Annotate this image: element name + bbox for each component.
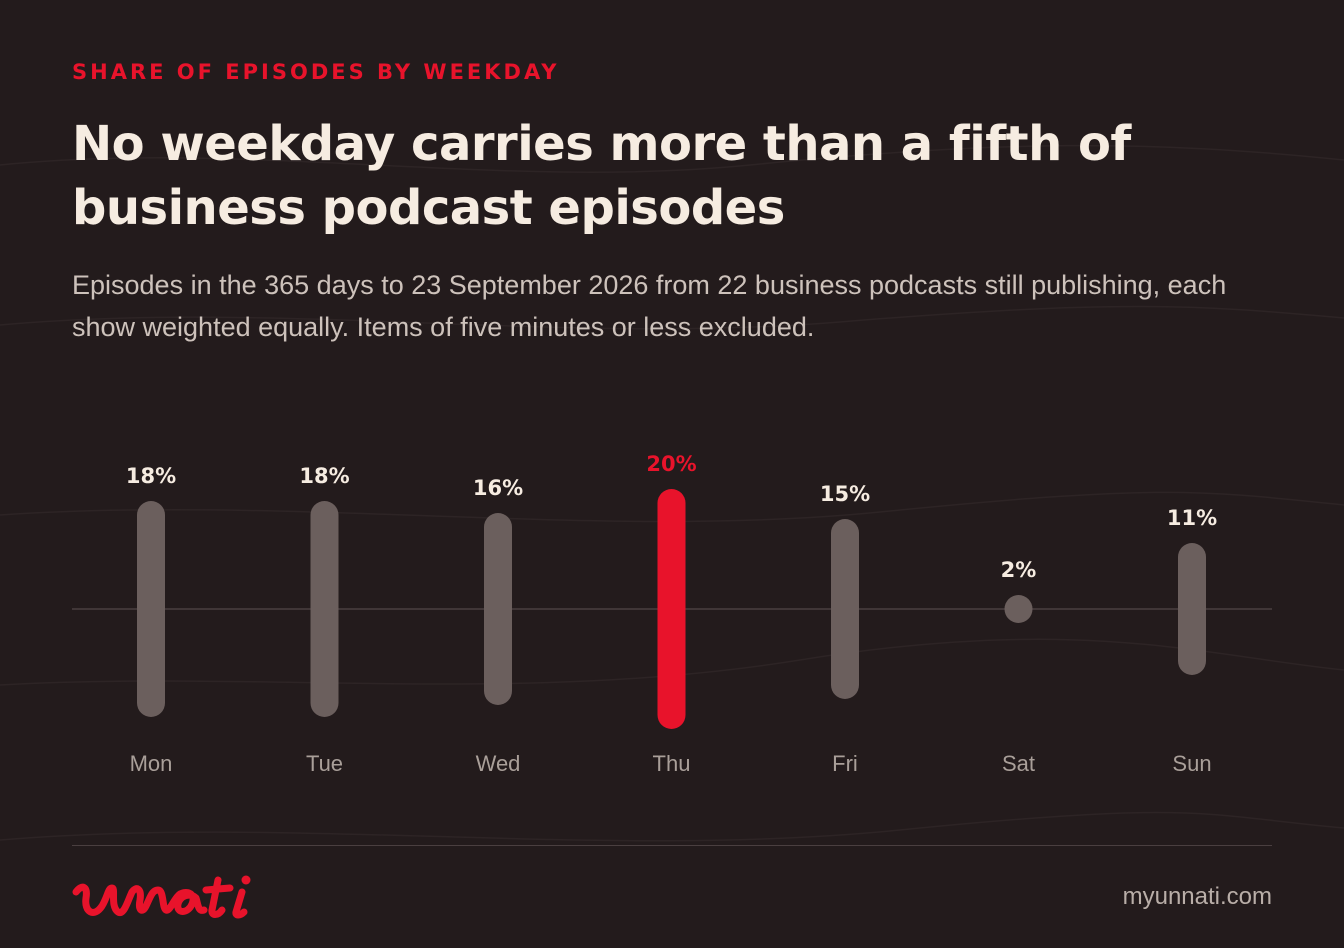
bar-fri bbox=[831, 519, 859, 699]
bar-sun bbox=[1178, 543, 1206, 675]
bar-wed bbox=[484, 513, 512, 705]
category-label-sun: Sun bbox=[1172, 751, 1211, 776]
bar-thu bbox=[657, 489, 686, 729]
value-label-mon: 18% bbox=[126, 464, 176, 488]
bar-tue bbox=[310, 501, 339, 717]
value-label-fri: 15% bbox=[820, 482, 870, 506]
value-label-sun: 11% bbox=[1167, 506, 1217, 530]
bar-mon bbox=[137, 501, 165, 717]
category-label-sat: Sat bbox=[1002, 751, 1035, 776]
category-label-fri: Fri bbox=[832, 751, 858, 776]
value-label-thu: 20% bbox=[646, 452, 696, 476]
site-url[interactable]: myunnati.com bbox=[1122, 883, 1272, 910]
category-label-wed: Wed bbox=[476, 751, 521, 776]
footer-divider bbox=[72, 845, 1272, 846]
value-label-tue: 18% bbox=[299, 464, 349, 488]
bar-sat bbox=[1004, 595, 1033, 623]
category-label-thu: Thu bbox=[653, 751, 691, 776]
category-label-mon: Mon bbox=[130, 751, 173, 776]
chart-subtitle: Episodes in the 365 days to 23 September… bbox=[72, 270, 1227, 342]
category-label-tue: Tue bbox=[306, 751, 343, 776]
chart-eyebrow: SHARE OF EPISODES BY WEEKDAY bbox=[72, 60, 560, 84]
chart-headline: No weekday carries more than a fifth of … bbox=[72, 116, 1131, 236]
value-label-wed: 16% bbox=[473, 476, 523, 500]
unnati-logo bbox=[72, 875, 251, 919]
value-label-sat: 2% bbox=[1001, 558, 1037, 582]
weekday-bar-chart: 18% Mon 18% Tue 16% Wed 20% Thu 15% Fri 2% Sat 11% Su… bbox=[72, 452, 1272, 776]
